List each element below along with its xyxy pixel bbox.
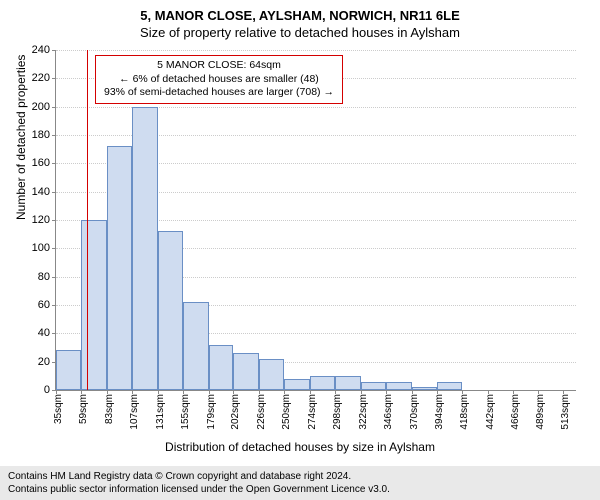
histogram-bar: [284, 379, 309, 390]
xtick-label: 513sqm: [560, 394, 571, 430]
ytick-label: 200: [32, 101, 50, 113]
histogram-bar: [233, 353, 258, 390]
xtick-label: 226sqm: [256, 394, 267, 430]
chart-container: 5, MANOR CLOSE, AYLSHAM, NORWICH, NR11 6…: [0, 0, 600, 500]
ytick-label: 80: [38, 271, 50, 283]
xtick-label: 298sqm: [332, 394, 343, 430]
histogram-bar: [107, 146, 132, 390]
xtick-label: 83sqm: [104, 394, 115, 424]
histogram-bar: [259, 359, 284, 390]
histogram-bar: [386, 382, 411, 391]
xtick-label: 489sqm: [535, 394, 546, 430]
xtick-label: 442sqm: [485, 394, 496, 430]
xtick-label: 202sqm: [230, 394, 241, 430]
ytick-label: 40: [38, 327, 50, 339]
xtick-label: 394sqm: [434, 394, 445, 430]
histogram-bar: [132, 107, 157, 390]
reference-line: [87, 50, 88, 390]
ytick-label: 180: [32, 129, 50, 141]
gridline: [56, 50, 576, 51]
ytick-label: 140: [32, 186, 50, 198]
ytick-mark: [52, 192, 56, 193]
ytick-label: 240: [32, 44, 50, 56]
histogram-bar: [158, 231, 183, 390]
xtick-label: 179sqm: [206, 394, 217, 430]
ytick-mark: [52, 333, 56, 334]
ytick-mark: [52, 78, 56, 79]
ytick-mark: [52, 50, 56, 51]
ytick-label: 160: [32, 157, 50, 169]
footer-line1: Contains HM Land Registry data © Crown c…: [8, 470, 592, 483]
ytick-label: 20: [38, 356, 50, 368]
histogram-bar: [209, 345, 233, 390]
annotation-line3: 93% of semi-detached houses are larger (…: [104, 86, 334, 100]
ytick-mark: [52, 277, 56, 278]
histogram-bar: [81, 220, 106, 390]
histogram-bar: [412, 387, 437, 390]
xtick-label: 322sqm: [358, 394, 369, 430]
xtick-label: 250sqm: [281, 394, 292, 430]
x-axis-label: Distribution of detached houses by size …: [0, 440, 600, 454]
footer: Contains HM Land Registry data © Crown c…: [0, 466, 600, 500]
ytick-mark: [52, 248, 56, 249]
xtick-label: 131sqm: [155, 394, 166, 430]
annotation-box: 5 MANOR CLOSE: 64sqm ← 6% of detached ho…: [95, 55, 343, 104]
histogram-bar: [56, 350, 81, 390]
ytick-label: 220: [32, 72, 50, 84]
ytick-mark: [52, 163, 56, 164]
histogram-bar: [310, 376, 335, 390]
histogram-bar: [437, 382, 462, 391]
ytick-mark: [52, 135, 56, 136]
ytick-label: 100: [32, 242, 50, 254]
ytick-label: 60: [38, 299, 50, 311]
xtick-label: 59sqm: [78, 394, 89, 424]
xtick-label: 346sqm: [383, 394, 394, 430]
xtick-label: 35sqm: [53, 394, 64, 424]
title-main: 5, MANOR CLOSE, AYLSHAM, NORWICH, NR11 6…: [0, 0, 600, 23]
footer-line2: Contains public sector information licen…: [8, 483, 592, 496]
xtick-label: 370sqm: [409, 394, 420, 430]
annotation-line2: ← 6% of detached houses are smaller (48): [104, 73, 334, 87]
xtick-label: 107sqm: [129, 394, 140, 430]
xtick-label: 466sqm: [510, 394, 521, 430]
ytick-mark: [52, 107, 56, 108]
xtick-label: 155sqm: [180, 394, 191, 430]
histogram-bar: [183, 302, 208, 390]
chart-area: 02040608010012014016018020022024035sqm59…: [55, 50, 575, 390]
xtick-label: 274sqm: [307, 394, 318, 430]
ytick-mark: [52, 305, 56, 306]
y-axis-label: Number of detached properties: [14, 55, 28, 220]
ytick-mark: [52, 220, 56, 221]
xtick-label: 418sqm: [459, 394, 470, 430]
title-sub: Size of property relative to detached ho…: [0, 23, 600, 44]
annotation-line1: 5 MANOR CLOSE: 64sqm: [104, 59, 334, 73]
ytick-label: 120: [32, 214, 50, 226]
histogram-bar: [335, 376, 360, 390]
ytick-label: 0: [44, 384, 50, 396]
histogram-bar: [361, 382, 386, 391]
